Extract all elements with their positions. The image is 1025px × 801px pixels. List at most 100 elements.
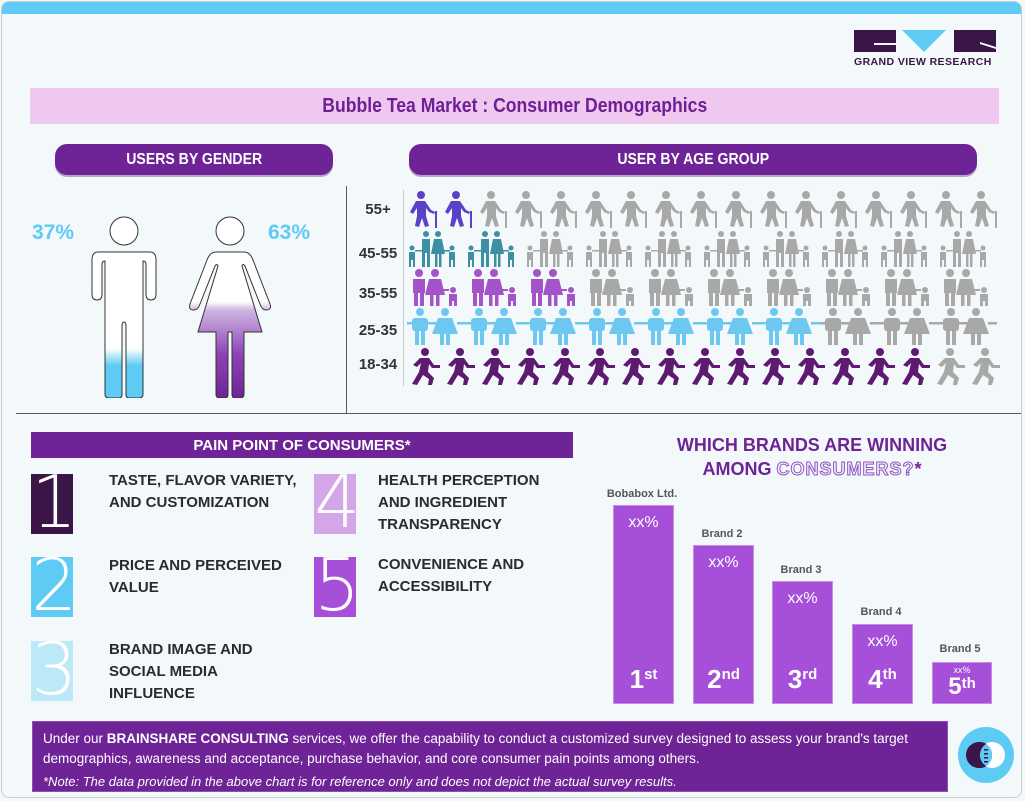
couple-icon [702,308,761,346]
elderly-person-icon [932,190,967,228]
gvr-logo-icon [854,30,996,52]
male-figure-icon [91,216,157,398]
brand-bar-3: xx% 3rd [772,581,833,704]
elderly-person-icon [722,190,757,228]
parents-child-icon [643,269,702,307]
elderly-person-icon [967,190,1000,228]
brainshare-badge [958,727,1014,783]
running-person-icon [547,348,582,386]
brainshare-venn-icon [966,742,1005,768]
running-person-icon [897,348,932,386]
family-icon [584,230,643,268]
couple-icon [466,308,525,346]
brands-title: WHICH BRANDS ARE WINNING AMONG CONSUMERS… [676,435,948,480]
age-row-35-55 [407,269,1000,307]
parents-child-icon [938,269,997,307]
running-person-icon [617,348,652,386]
family-icon [879,230,938,268]
page-title: Bubble Tea Market : Consumer Demographic… [322,94,707,117]
age-row-55plus [407,190,1000,228]
running-person-icon [582,348,617,386]
running-person-icon [442,348,477,386]
couple-icon [820,308,879,346]
elderly-person-icon [757,190,792,228]
running-person-icon [652,348,687,386]
age-label-18-34: 18-34 [358,356,398,373]
pain-point-3: BRAND IMAGE AND SOCIAL MEDIA INFLUENCE [109,641,253,702]
pain-point-1: TASTE, FLAVOR VARIETY, AND CUSTOMIZATION [109,472,297,511]
couple-icon [938,308,997,346]
couple-icon [525,308,584,346]
section-divider-horizontal [16,413,1021,414]
age-axis-line [403,190,404,386]
footer-disclaimer: *Note: The data provided in the above ch… [43,774,677,789]
family-icon [702,230,761,268]
brand-name-2: Brand 2 [701,528,743,540]
running-person-icon [862,348,897,386]
parents-child-icon [584,269,643,307]
top-accent-bar [2,2,1021,14]
age-label-55plus: 55+ [365,201,391,218]
running-person-icon [932,348,967,386]
family-icon [525,230,584,268]
brand-bar-5: xx% 5th [932,662,992,704]
running-person-icon [512,348,547,386]
age-row-45-55 [407,230,1000,268]
male-percentage: 37% [32,221,75,244]
age-section-header: USER BY AGE GROUP [409,144,977,175]
family-icon [407,230,466,268]
couple-icon [584,308,643,346]
couple-icon [761,308,820,346]
pain-point-5: CONVENIENCE AND ACCESSIBILITY [378,556,525,595]
parents-child-icon [525,269,584,307]
couple-icon [643,308,702,346]
running-person-icon [757,348,792,386]
section-divider-vertical [346,186,347,414]
running-person-icon [792,348,827,386]
brand-name-4: Brand 4 [860,606,902,618]
brand-bar-2: xx% 2nd [693,545,754,704]
parents-child-icon [879,269,938,307]
running-person-icon [477,348,512,386]
elderly-person-icon [827,190,862,228]
pain-point-number-3: 3 [31,641,73,701]
logo-text: GRAND VIEW RESEARCH [854,56,992,68]
parents-child-icon [820,269,879,307]
age-row-18-34 [407,348,1000,386]
female-percentage: 63% [268,221,311,244]
elderly-person-icon [792,190,827,228]
footer-note-box: Under our BRAINSHARE CONSULTING services… [32,721,948,792]
parents-child-icon [702,269,761,307]
elderly-person-icon [687,190,722,228]
elderly-person-icon [582,190,617,228]
running-person-icon [967,348,1000,386]
pain-points-header: PAIN POINT OF CONSUMERS* [31,432,573,458]
family-icon [466,230,525,268]
brand-name-5: Brand 5 [939,643,981,655]
family-icon [643,230,702,268]
family-icon [938,230,997,268]
elderly-person-icon [477,190,512,228]
female-figure-icon [189,216,271,398]
age-row-25-35 [407,308,1000,346]
parents-child-icon [407,269,466,307]
pain-point-2: PRICE AND PERCEIVED VALUE [109,557,282,596]
elderly-person-icon [862,190,897,228]
age-header-label: USER BY AGE GROUP [617,150,769,168]
pain-point-number-5: 5 [314,557,356,617]
age-label-25-35: 25-35 [358,322,398,339]
pain-point-4: HEALTH PERCEPTION AND INGREDIENT TRANSPARE… [378,472,540,533]
age-label-45-55: 45-55 [358,245,398,262]
parents-child-icon [761,269,820,307]
gender-header-label: USERS BY GENDER [126,150,262,168]
running-person-icon [722,348,757,386]
pain-point-number-4: 4 [314,474,356,534]
footer-description: Under our BRAINSHARE CONSULTING services… [43,731,908,766]
elderly-person-icon [512,190,547,228]
grand-view-research-logo: GRAND VIEW RESEARCH [854,30,996,68]
couple-icon [879,308,938,346]
gender-section-header: USERS BY GENDER [55,144,333,175]
elderly-person-icon [897,190,932,228]
age-label-35-55: 35-55 [358,285,398,302]
